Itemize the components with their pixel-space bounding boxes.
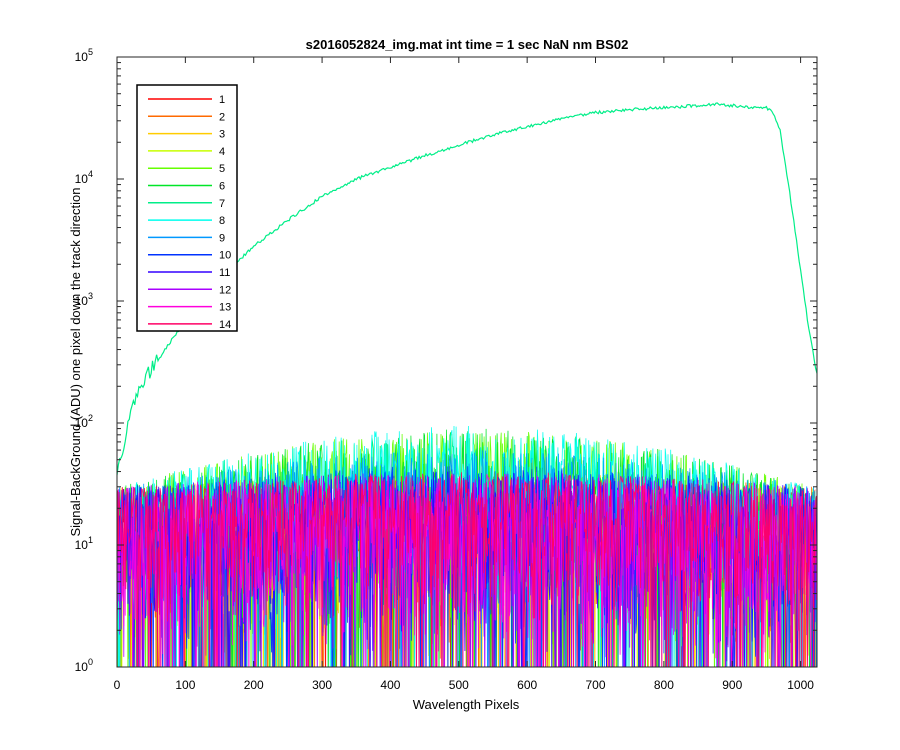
x-tick-label: 900	[722, 678, 742, 692]
x-axis-label: Wavelength Pixels	[413, 697, 520, 712]
series-14-line	[117, 472, 817, 667]
legend-label-8: 8	[219, 215, 225, 227]
y-tick-label: 102	[75, 413, 93, 430]
legend-label-10: 10	[219, 250, 231, 262]
legend-label-4: 4	[219, 146, 225, 158]
y-tick-label: 103	[75, 291, 93, 308]
x-tick-label: 100	[175, 678, 195, 692]
legend-label-9: 9	[219, 232, 225, 244]
legend-label-2: 2	[219, 111, 225, 123]
legend-label-1: 1	[219, 94, 225, 106]
x-tick-label: 0	[114, 678, 121, 692]
plot-frame	[116, 56, 818, 668]
legend-label-7: 7	[219, 198, 225, 210]
x-axis: 0 100 200 300 400 500 600 700 800 900 1000	[114, 57, 814, 692]
y-axis-label: Signal-BackGround (ADU) one pixel down t…	[68, 187, 83, 536]
x-tick-label: 700	[586, 678, 606, 692]
y-tick-label: 104	[75, 169, 93, 186]
legend-label-13: 13	[219, 302, 231, 314]
x-tick-label: 600	[517, 678, 537, 692]
x-tick-label: 800	[654, 678, 674, 692]
x-tick-label: 200	[244, 678, 264, 692]
legend-label-3: 3	[219, 129, 225, 141]
x-tick-label: 1000	[787, 678, 814, 692]
legend-label-12: 12	[219, 284, 231, 296]
x-tick-label: 300	[312, 678, 332, 692]
y-tick-label: 105	[75, 47, 93, 64]
legend-label-14: 14	[219, 319, 231, 331]
legend-label-11: 11	[219, 267, 230, 279]
y-tick-label: 101	[75, 535, 93, 552]
chart-title: s2016052824_img.mat int time = 1 sec NaN…	[306, 37, 629, 52]
x-tick-label: 500	[449, 678, 469, 692]
legend-label-5: 5	[219, 163, 225, 175]
legend-label-6: 6	[219, 181, 225, 193]
x-tick-label: 400	[380, 678, 400, 692]
y-tick-label: 100	[75, 657, 93, 674]
series-layer	[117, 102, 817, 667]
